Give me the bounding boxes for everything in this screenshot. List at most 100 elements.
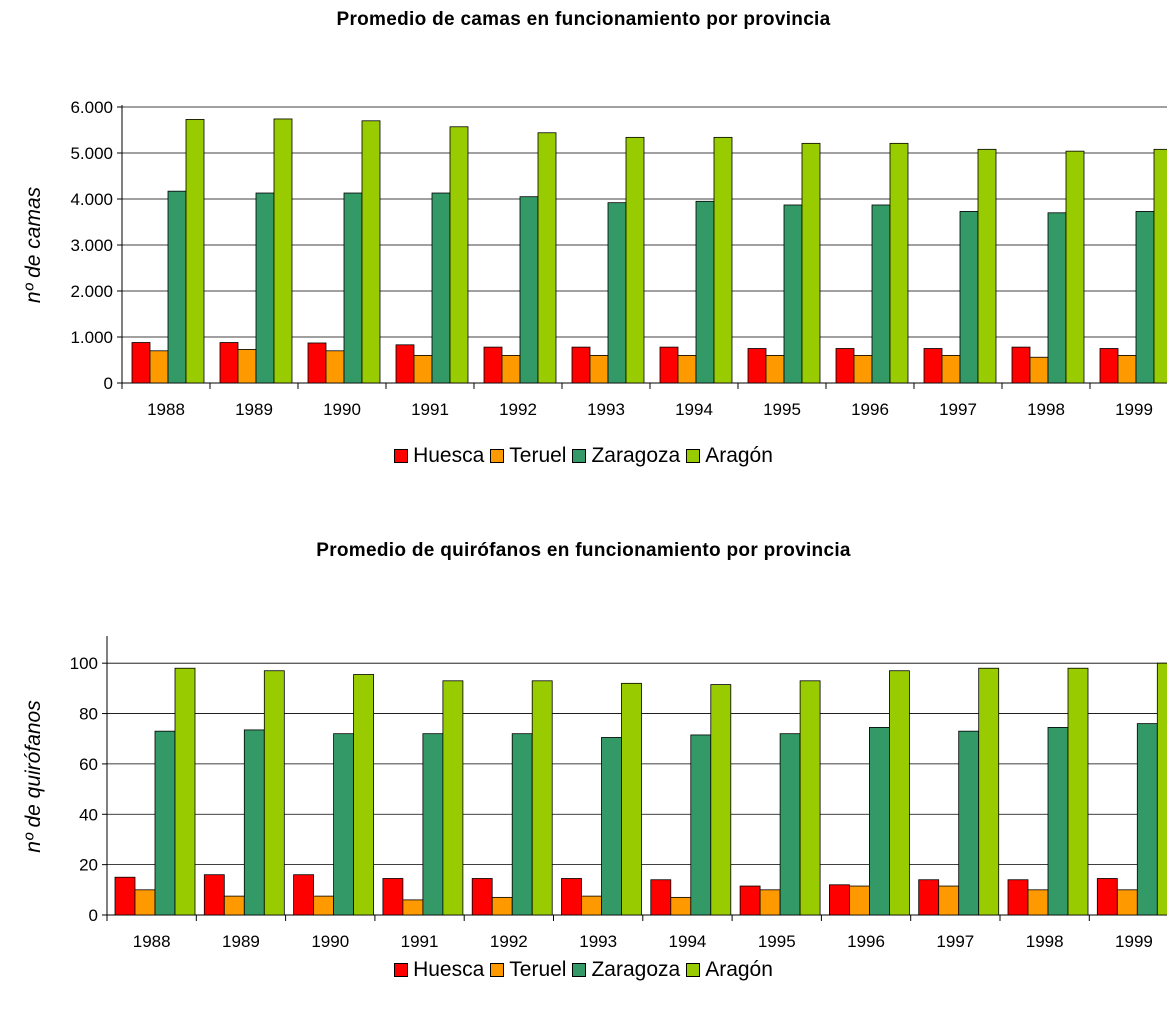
bar-teruel [853, 354, 873, 384]
bar-zaragoza [601, 737, 622, 916]
y-tick-label: 0 [104, 374, 113, 393]
bar-huesca [747, 348, 767, 384]
legend-item: Aragón [686, 958, 773, 982]
x-tick-label: 1988 [133, 932, 171, 951]
bar-huesca [1007, 879, 1029, 916]
bar-teruel [938, 885, 960, 916]
chart-quirofanos: Promedio de quirófanos en funcionamiento… [0, 520, 1167, 1005]
y-tick-label: 60 [79, 755, 98, 774]
bar-teruel [237, 349, 257, 384]
bar-zaragoza [422, 733, 444, 916]
x-tick-label: 1991 [411, 400, 449, 419]
bar-huesca [829, 884, 850, 916]
bar-zaragoza [958, 730, 980, 916]
bar-huesca [571, 346, 591, 384]
bar-teruel [581, 895, 602, 916]
bar-aragon [621, 682, 642, 916]
legend-swatch [686, 449, 701, 463]
bar-zaragoza [343, 192, 363, 384]
chart-title: Promedio de quirófanos en funcionamiento… [316, 540, 851, 561]
bar-zaragoza [154, 730, 176, 916]
bar-aragon [185, 119, 205, 384]
y-tick-label: 5.000 [70, 144, 113, 163]
legend-label: Aragón [705, 958, 773, 981]
bar-zaragoza [431, 192, 451, 384]
legend-item: Teruel [490, 444, 566, 468]
bar-zaragoza [690, 734, 712, 916]
bar-aragon [799, 680, 821, 916]
bar-aragon [449, 126, 469, 384]
bar-zaragoza [779, 733, 801, 916]
bar-teruel [413, 354, 433, 384]
y-axis-label: nº de quirófanos [22, 700, 45, 853]
x-tick-label: 1997 [936, 932, 974, 951]
bar-aragon [889, 670, 910, 916]
y-axis-label: nº de camas [22, 186, 45, 303]
bar-huesca [835, 348, 855, 384]
bar-aragon [1065, 150, 1085, 384]
bar-teruel [402, 899, 424, 916]
legend-swatch [572, 449, 587, 463]
x-tick-label: 1989 [235, 400, 273, 419]
x-tick-label: 1994 [675, 400, 713, 419]
bar-aragon [531, 680, 553, 916]
bar-zaragoza [1136, 723, 1158, 916]
y-tick-label: 40 [79, 805, 98, 824]
bar-huesca [659, 346, 679, 384]
y-tick-label: 2.000 [70, 282, 113, 301]
bar-zaragoza [333, 733, 355, 916]
legend-label: Zaragoza [591, 958, 681, 981]
bar-aragon [537, 132, 557, 384]
bar-huesca [918, 879, 940, 916]
bar-aragon [1156, 662, 1167, 916]
bar-teruel [1116, 889, 1138, 916]
legend-swatch [686, 963, 701, 977]
bar-teruel [325, 350, 345, 384]
bar-teruel [501, 354, 521, 384]
bar-zaragoza [167, 190, 187, 384]
y-tick-label: 80 [79, 705, 98, 724]
bar-huesca [293, 874, 315, 916]
bar-aragon [263, 670, 285, 916]
bar-huesca [471, 878, 493, 916]
y-tick-label: 4.000 [70, 190, 113, 209]
bar-teruel [1029, 356, 1049, 384]
bar-aragon [713, 136, 733, 384]
legend-label: Huesca [413, 958, 485, 981]
x-tick-label: 1997 [939, 400, 977, 419]
legend-item: Teruel [490, 958, 566, 982]
legend-swatch [490, 449, 505, 463]
bar-zaragoza [1135, 211, 1155, 384]
bar-teruel [491, 896, 513, 916]
bar-aragon [889, 142, 909, 384]
legend-label: Zaragoza [591, 444, 681, 467]
x-tick-label: 1989 [222, 932, 260, 951]
legend-swatch [394, 963, 409, 977]
bar-huesca [923, 348, 943, 384]
bar-zaragoza [783, 204, 803, 384]
bar-aragon [1153, 148, 1167, 384]
bar-huesca [131, 342, 151, 384]
x-tick-label: 1998 [1026, 932, 1064, 951]
bar-zaragoza [1047, 212, 1067, 384]
bar-aragon [801, 142, 821, 384]
legend-swatch [572, 963, 587, 977]
bar-aragon [710, 684, 732, 916]
bar-aragon [353, 674, 375, 916]
bar-zaragoza [243, 729, 265, 916]
bar-zaragoza [511, 733, 533, 916]
bar-aragon [174, 667, 196, 916]
bar-teruel [1027, 889, 1049, 916]
bar-teruel [149, 350, 169, 384]
y-tick-label: 6.000 [70, 98, 113, 117]
bar-huesca [1011, 346, 1031, 384]
bar-huesca [114, 876, 136, 916]
legend-label: Teruel [509, 958, 567, 981]
bar-teruel [1117, 354, 1137, 384]
bar-huesca [650, 879, 672, 916]
chart-legend: Huesca Teruel Zaragoza Aragón [0, 444, 1167, 468]
chart-plot: 0 20 40 60 80 100 nº de quirófanos 1988 1989 1990… [22, 636, 1167, 951]
bar-aragon [273, 118, 293, 384]
x-tick-label: 1990 [323, 400, 361, 419]
bar-huesca [307, 342, 327, 384]
